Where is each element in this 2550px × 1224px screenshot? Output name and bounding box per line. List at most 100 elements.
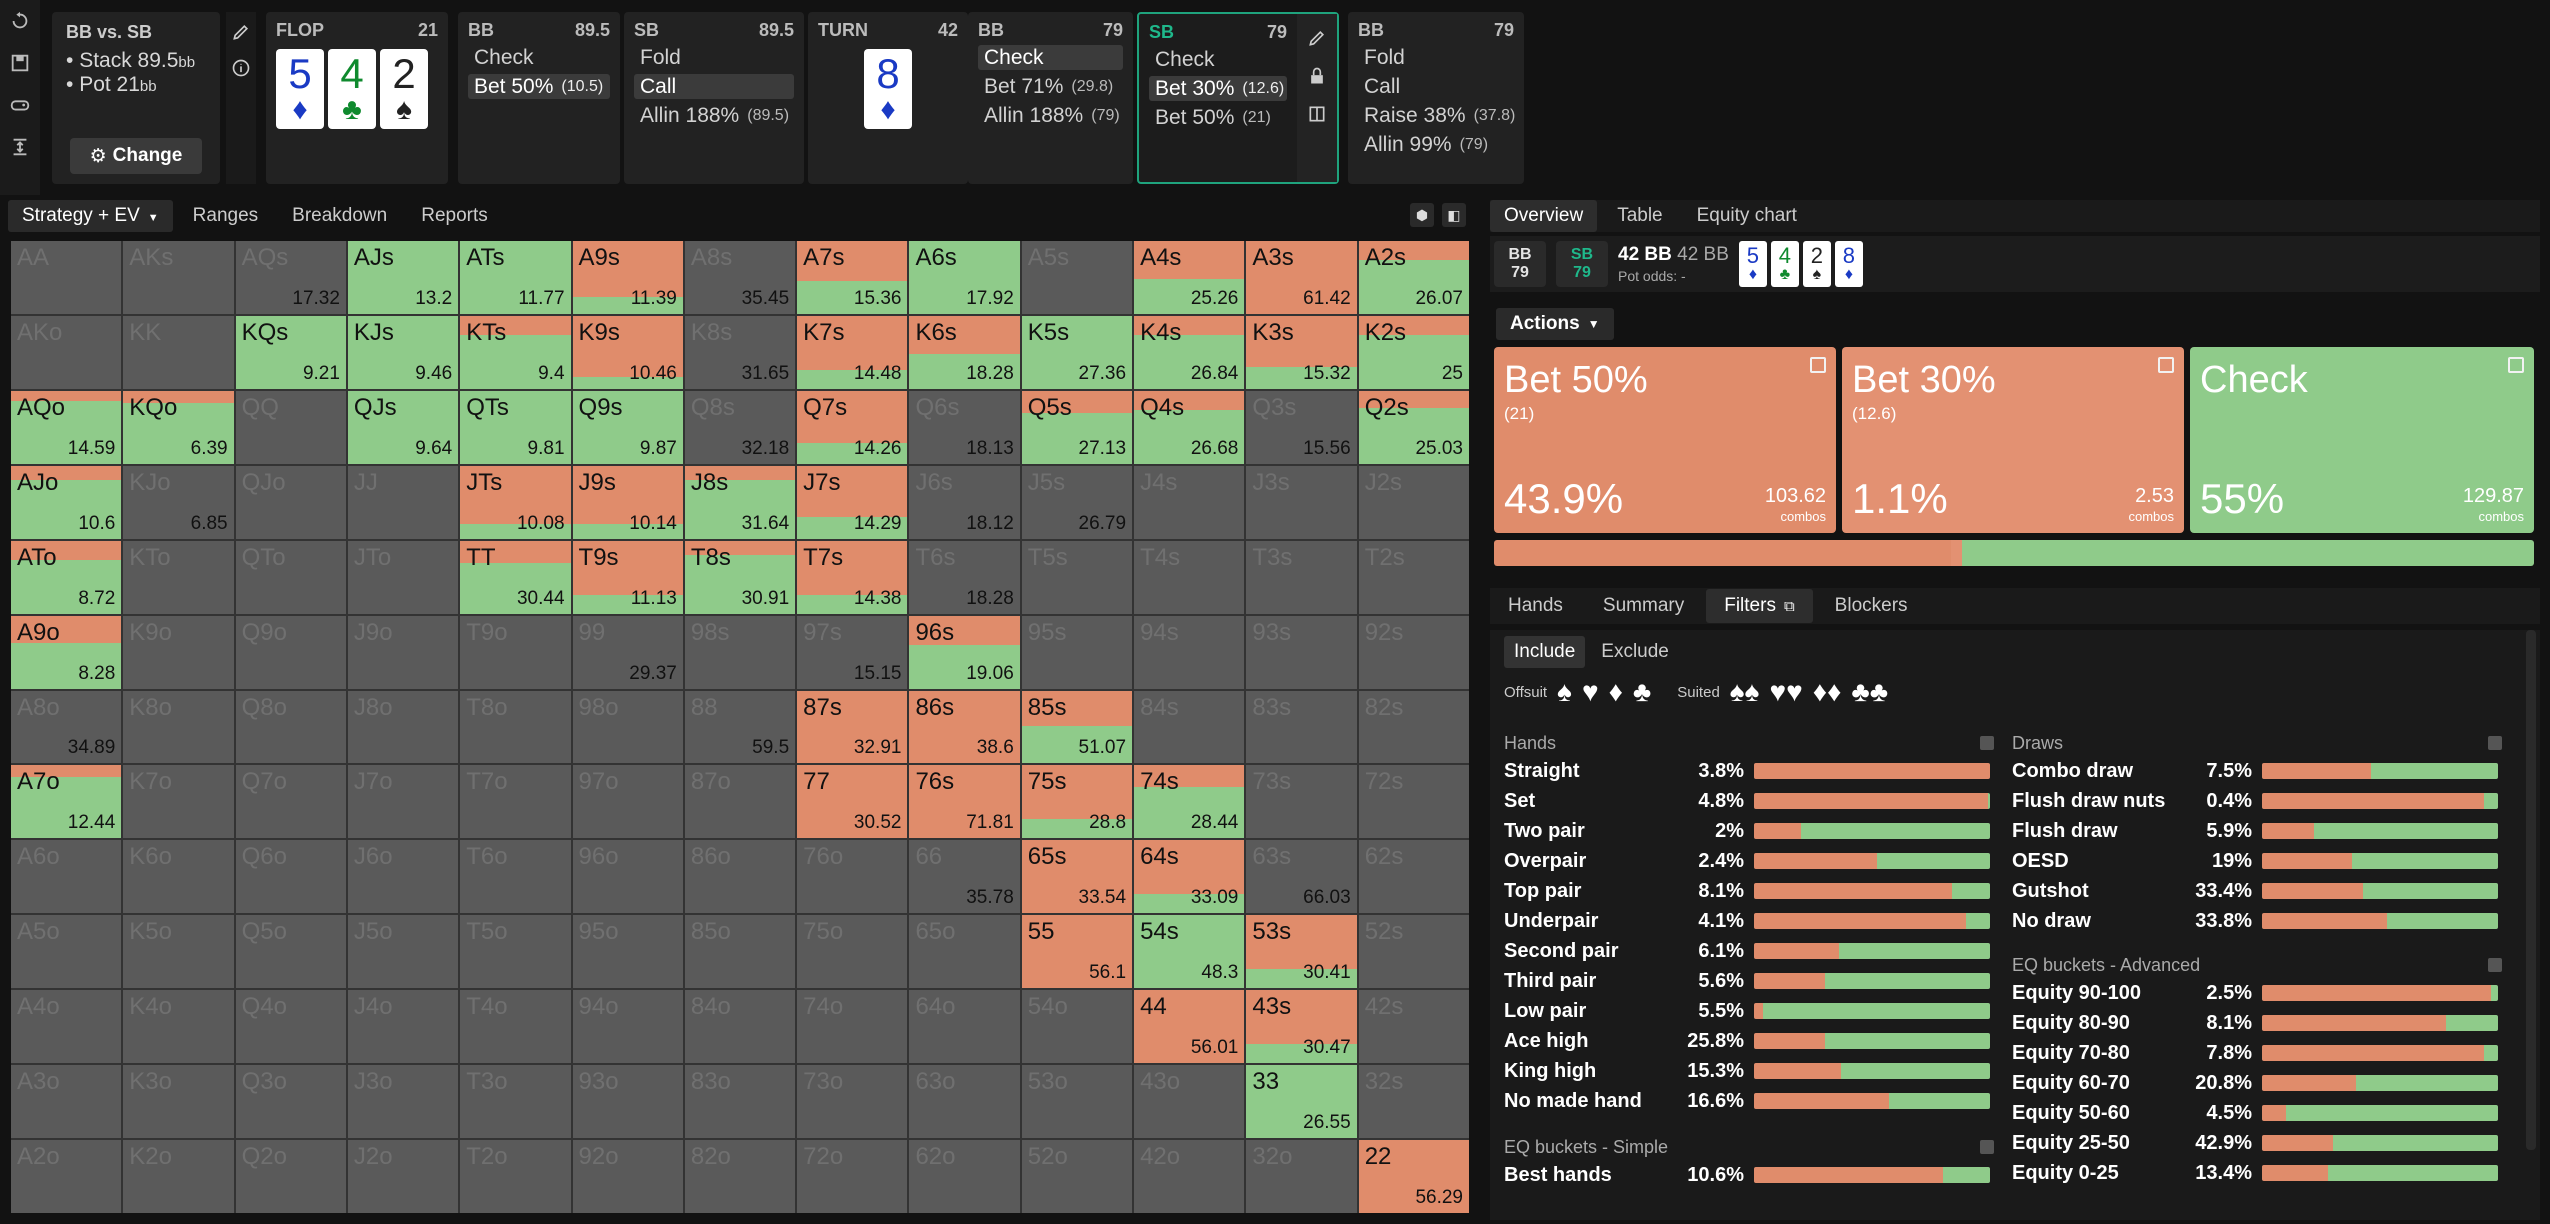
hand-cell[interactable]: A2s 26.07 — [1358, 241, 1469, 314]
hand-cell[interactable]: AKo — [11, 315, 122, 389]
filter-row[interactable]: Top pair 8.1% — [1504, 876, 1994, 906]
hand-cell[interactable]: A8o 34.89 — [11, 690, 122, 764]
filter-row[interactable]: No draw 33.8% — [2012, 906, 2502, 936]
hand-cell[interactable]: 85o — [684, 915, 796, 989]
hand-cell[interactable]: TT 30.44 — [460, 540, 571, 614]
hand-cell[interactable]: J4o — [347, 990, 459, 1064]
notes-icon[interactable] — [2508, 357, 2524, 373]
hand-cell[interactable]: 42o — [1134, 1140, 1245, 1213]
hand-cell[interactable]: 42s — [1358, 990, 1469, 1064]
suited-hearts-icon[interactable]: ♥♥ — [1769, 676, 1803, 707]
hand-cell[interactable]: 33 26.55 — [1246, 1065, 1357, 1139]
hand-cell[interactable]: 62s — [1358, 840, 1469, 914]
hand-cell[interactable]: KK — [123, 315, 234, 389]
hand-cell[interactable]: QJs 9.64 — [347, 390, 459, 464]
hand-cell[interactable]: T4o — [460, 990, 571, 1064]
hand-cell[interactable]: 73o — [797, 1065, 908, 1139]
filter-row[interactable]: Equity 80-90 8.1% — [2012, 1008, 2502, 1038]
hand-cell[interactable]: QTo — [235, 540, 346, 614]
hand-cell[interactable]: AQs 17.32 — [235, 241, 346, 314]
hand-cell[interactable]: K2s 25 — [1358, 315, 1469, 389]
hand-cell[interactable]: 53o — [1021, 1065, 1133, 1139]
filter-row[interactable]: Set 4.8% — [1504, 786, 1994, 816]
hand-cell[interactable]: AKs — [123, 241, 234, 314]
hand-cell[interactable]: T7o — [460, 765, 571, 839]
tab-breakdown[interactable]: Breakdown — [292, 205, 388, 226]
hand-cell[interactable]: 83o — [684, 1065, 796, 1139]
hand-cell[interactable]: 32o — [1246, 1140, 1357, 1213]
filters-scrollbar[interactable] — [2526, 630, 2536, 1150]
action-option[interactable]: Fold — [1364, 46, 1405, 69]
filter-row[interactable]: Gutshot 33.4% — [2012, 876, 2502, 906]
hand-cell[interactable]: K5o — [123, 915, 234, 989]
hand-cell[interactable]: T2s — [1358, 540, 1469, 614]
hand-cell[interactable]: 93s — [1246, 615, 1357, 689]
hand-cell[interactable]: ATs 11.77 — [460, 241, 571, 314]
street-panel[interactable]: SB 89.5 Fold Call Allin 188% (89.5) — [624, 12, 804, 184]
hand-cell[interactable]: Q6o — [235, 840, 346, 914]
filter-row[interactable]: Best hands 10.6% — [1504, 1160, 1994, 1190]
hand-cell[interactable]: J3o — [347, 1065, 459, 1139]
hand-cell[interactable]: 43o — [1134, 1065, 1245, 1139]
hand-cell[interactable]: K7s 14.48 — [797, 315, 908, 389]
hand-cell[interactable]: J5s 26.79 — [1021, 465, 1133, 539]
hand-cell[interactable]: Q3o — [235, 1065, 346, 1139]
hand-cell[interactable]: 97s 15.15 — [797, 615, 908, 689]
hand-cell[interactable]: J2o — [347, 1140, 459, 1213]
hand-cell[interactable]: T7s 14.38 — [797, 540, 908, 614]
hand-cell[interactable]: 22 56.29 — [1358, 1140, 1469, 1213]
filter-row[interactable]: Second pair 6.1% — [1504, 936, 1994, 966]
hand-cell[interactable]: AJo 10.6 — [11, 465, 122, 539]
hand-cell[interactable]: T8o — [460, 690, 571, 764]
hand-cell[interactable]: 43s 30.47 — [1246, 990, 1357, 1064]
hand-cell[interactable]: 74o — [797, 990, 908, 1064]
hand-cell[interactable]: 95o — [572, 915, 683, 989]
hand-cell[interactable]: 55 56.1 — [1021, 915, 1133, 989]
hand-cell[interactable]: 88 59.5 — [684, 690, 796, 764]
hand-cell[interactable]: JTs 10.08 — [460, 465, 571, 539]
notes-icon[interactable] — [2158, 357, 2174, 373]
hand-cell[interactable]: A7o 12.44 — [11, 765, 122, 839]
collapse-icon[interactable] — [0, 126, 40, 168]
hand-cell[interactable]: 63s 66.03 — [1246, 840, 1357, 914]
filter-row[interactable]: Ace high 25.8% — [1504, 1026, 1994, 1056]
hand-cell[interactable]: Q5s 27.13 — [1021, 390, 1133, 464]
action-option[interactable]: Call — [1364, 75, 1401, 98]
hand-cell[interactable]: A9s 11.39 — [572, 241, 683, 314]
hand-cell[interactable]: KQo 6.39 — [123, 390, 234, 464]
hand-cell[interactable]: J6o — [347, 840, 459, 914]
hand-cell[interactable]: 74s 28.44 — [1134, 765, 1245, 839]
hand-cell[interactable]: KTs 9.4 — [460, 315, 571, 389]
tab-filters[interactable]: Filters ⧉ — [1706, 589, 1813, 623]
tab-summary[interactable]: Summary — [1602, 595, 1685, 616]
hand-cell[interactable]: 84s — [1134, 690, 1245, 764]
filter-row[interactable]: OESD 19% — [2012, 846, 2502, 876]
action-box-bet-30-[interactable]: Bet 30% (12.6) 1.1% 2.53 combos — [1842, 347, 2184, 533]
hand-cell[interactable]: 83s — [1246, 690, 1357, 764]
hand-cell[interactable]: Q2o — [235, 1140, 346, 1213]
filter-row[interactable]: Straight 3.8% — [1504, 756, 1994, 786]
turn-panel[interactable]: TURN 42 8 ♦ — [808, 12, 968, 184]
hand-cell[interactable]: A5o — [11, 915, 122, 989]
hand-cell[interactable]: 76s 71.81 — [909, 765, 1020, 839]
filter-row[interactable]: Flush draw 5.9% — [2012, 816, 2502, 846]
hand-cell[interactable]: K6s 18.28 — [909, 315, 1020, 389]
hand-cell[interactable]: Q4s 26.68 — [1134, 390, 1245, 464]
tab-strategy-ev[interactable]: Strategy + EV ▼ — [8, 200, 173, 232]
hand-cell[interactable]: K4s 26.84 — [1134, 315, 1245, 389]
diamond-icon[interactable]: ♦ — [1608, 676, 1623, 707]
hand-cell[interactable]: K7o — [123, 765, 234, 839]
compare-icon[interactable] — [1307, 104, 1327, 124]
hand-cell[interactable]: QTs 9.81 — [460, 390, 571, 464]
hand-cell[interactable]: JJ — [347, 465, 459, 539]
action-option[interactable]: Bet 71% (29.8) — [984, 75, 1114, 98]
tab-reports[interactable]: Reports — [421, 205, 488, 226]
flop-panel[interactable]: FLOP 21 5 ♦ 4 ♣ 2 ♠ — [266, 12, 448, 184]
include-toggle[interactable]: Include — [1504, 636, 1586, 668]
spade-icon[interactable]: ♠ — [1557, 676, 1572, 707]
hand-cell[interactable]: 97o — [572, 765, 683, 839]
tab-hands[interactable]: Hands — [1508, 595, 1563, 616]
hand-cell[interactable]: AJs 13.2 — [347, 241, 459, 314]
filter-row[interactable]: King high 15.3% — [1504, 1056, 1994, 1086]
hand-cell[interactable]: 54o — [1021, 990, 1133, 1064]
